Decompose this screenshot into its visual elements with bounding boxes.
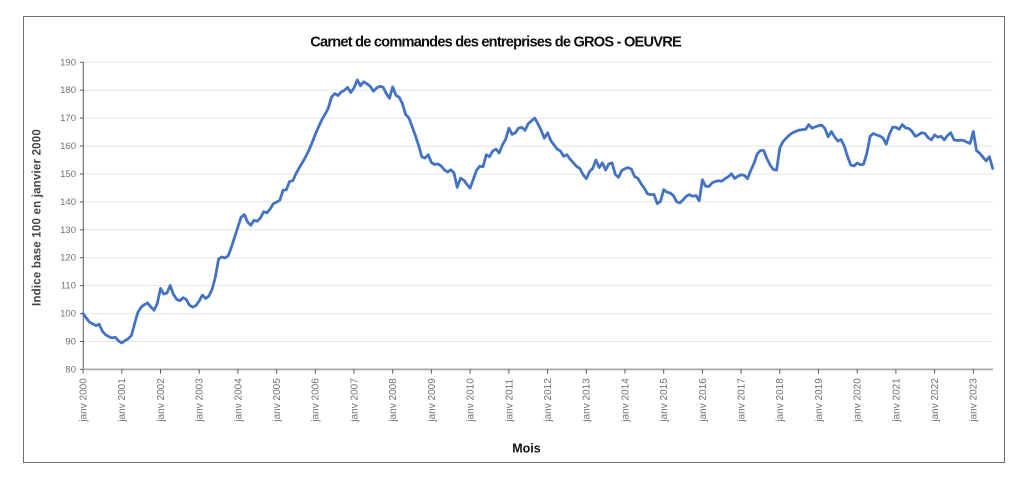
svg-text:janv 2015: janv 2015: [659, 378, 670, 423]
svg-text:janv 2023: janv 2023: [969, 378, 980, 423]
svg-text:120: 120: [60, 253, 76, 264]
svg-text:janv 2005: janv 2005: [272, 378, 283, 423]
svg-text:100: 100: [60, 309, 76, 320]
svg-text:janv 2013: janv 2013: [582, 378, 593, 423]
svg-text:janv 2012: janv 2012: [543, 378, 554, 423]
svg-text:janv 2018: janv 2018: [775, 378, 786, 423]
svg-text:110: 110: [61, 281, 76, 292]
svg-text:janv 2002: janv 2002: [156, 378, 167, 423]
svg-text:janv 2000: janv 2000: [79, 378, 90, 423]
svg-text:janv 2007: janv 2007: [349, 378, 360, 423]
svg-text:janv 2010: janv 2010: [466, 378, 477, 423]
svg-text:Mois: Mois: [512, 442, 541, 456]
svg-text:janv 2011: janv 2011: [504, 379, 515, 423]
svg-text:160: 160: [60, 141, 76, 152]
svg-text:janv 2022: janv 2022: [930, 378, 941, 423]
svg-text:Carnet de commandes des entrep: Carnet de commandes des entreprises de G…: [310, 34, 682, 50]
svg-text:janv 2001: janv 2001: [117, 378, 128, 423]
svg-text:janv 2003: janv 2003: [195, 378, 206, 423]
svg-text:170: 170: [60, 113, 76, 124]
svg-text:janv 2017: janv 2017: [737, 378, 748, 423]
svg-text:Indice base 100 en janvier 200: Indice base 100 en janvier 2000: [32, 129, 44, 306]
svg-text:janv 2009: janv 2009: [427, 378, 438, 423]
svg-text:80: 80: [65, 364, 76, 375]
svg-text:janv 2006: janv 2006: [311, 378, 322, 423]
svg-text:150: 150: [60, 169, 76, 180]
svg-text:190: 190: [60, 57, 76, 68]
svg-text:janv 2020: janv 2020: [853, 378, 864, 423]
svg-text:180: 180: [60, 85, 76, 96]
svg-text:janv 2014: janv 2014: [620, 378, 631, 423]
svg-text:janv 2021: janv 2021: [891, 378, 902, 423]
svg-text:90: 90: [65, 337, 76, 348]
svg-text:janv 2016: janv 2016: [698, 378, 709, 423]
svg-text:130: 130: [60, 225, 76, 236]
svg-text:140: 140: [60, 197, 76, 208]
svg-text:janv 2004: janv 2004: [233, 378, 244, 423]
svg-text:janv 2019: janv 2019: [814, 378, 825, 423]
svg-text:janv 2008: janv 2008: [388, 378, 399, 423]
